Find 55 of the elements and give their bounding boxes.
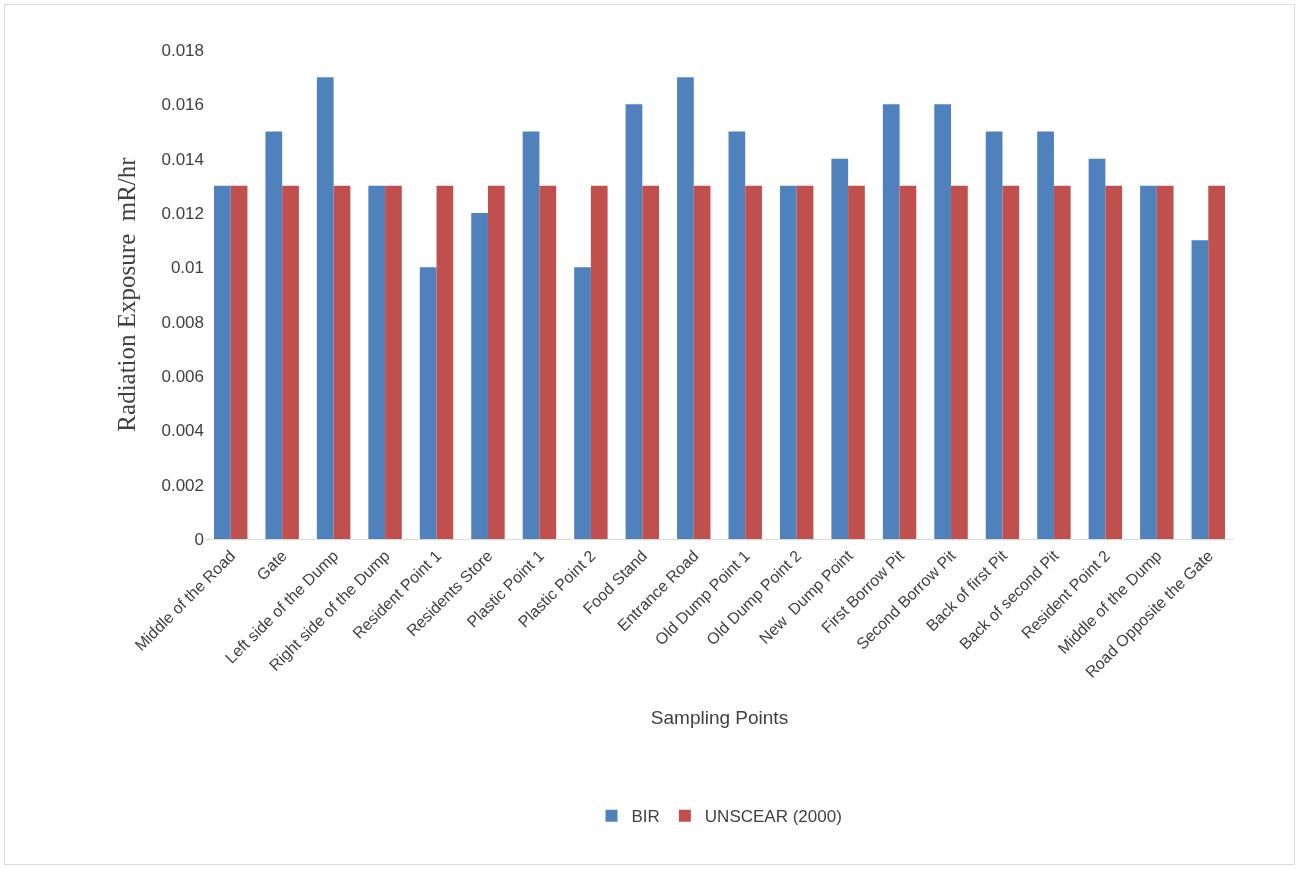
bar	[899, 185, 917, 539]
bar	[436, 185, 454, 539]
bar	[1105, 185, 1123, 539]
bar	[831, 158, 849, 539]
y-tick-label: 0.004	[161, 421, 204, 441]
bar	[487, 185, 505, 539]
bar	[1002, 185, 1020, 539]
bar	[1037, 131, 1054, 539]
bar	[333, 185, 351, 539]
bar	[1088, 158, 1106, 539]
legend-label: BIR	[631, 807, 660, 827]
bar	[728, 131, 746, 539]
bar	[368, 185, 386, 539]
y-tick-label: 0.016	[161, 95, 204, 115]
bar	[796, 185, 814, 539]
bar	[282, 185, 299, 539]
bar	[471, 213, 488, 539]
bar	[539, 185, 557, 539]
bar	[1053, 185, 1071, 539]
bar	[677, 77, 694, 539]
bar	[1156, 185, 1174, 539]
y-tick-label: 0.014	[161, 149, 204, 169]
y-tick-label: 0	[194, 529, 204, 549]
bar	[1208, 185, 1225, 539]
bar	[230, 185, 248, 539]
y-tick-label: 0.002	[161, 475, 204, 495]
bar	[265, 131, 283, 539]
bar	[214, 185, 231, 539]
x-tick-label: Gate	[253, 546, 291, 584]
y-tick-label: 0.018	[161, 40, 204, 60]
y-tick-label: 0.012	[161, 203, 204, 223]
bar	[934, 104, 952, 539]
bar	[574, 267, 591, 539]
y-tick-label: 0.01	[170, 258, 204, 278]
bar	[779, 185, 797, 539]
bar	[316, 77, 334, 539]
bar	[745, 185, 762, 539]
y-tick-label: 0.006	[161, 366, 204, 386]
bar	[522, 131, 540, 539]
bar	[1191, 240, 1209, 539]
bar	[590, 185, 608, 539]
bar	[848, 185, 865, 539]
bar	[985, 131, 1003, 539]
bar	[385, 185, 402, 539]
bar	[1140, 185, 1157, 539]
bar	[951, 185, 968, 539]
bar	[882, 104, 900, 539]
x-axis-title: Sampling Points	[650, 706, 789, 728]
bar	[693, 185, 711, 539]
bar	[642, 185, 660, 539]
legend-label: UNSCEAR (2000)	[704, 807, 842, 827]
bar	[625, 104, 643, 539]
y-tick-label: 0.008	[161, 312, 204, 332]
y-axis-title: Radiation Exposure mR/hr	[113, 156, 141, 432]
bar	[419, 267, 437, 539]
